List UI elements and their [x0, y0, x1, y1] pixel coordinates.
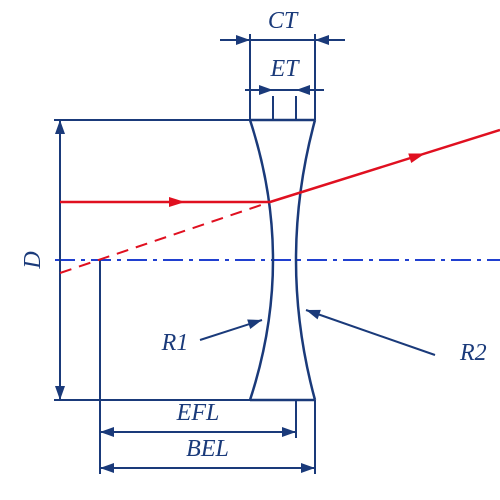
svg-text:D: D	[20, 251, 46, 269]
svg-text:R2: R2	[459, 340, 487, 366]
svg-text:R1: R1	[161, 330, 189, 356]
svg-text:EFL: EFL	[176, 400, 220, 426]
svg-text:CT: CT	[268, 8, 299, 34]
svg-text:ET: ET	[269, 56, 300, 82]
svg-text:BEL: BEL	[186, 436, 229, 462]
